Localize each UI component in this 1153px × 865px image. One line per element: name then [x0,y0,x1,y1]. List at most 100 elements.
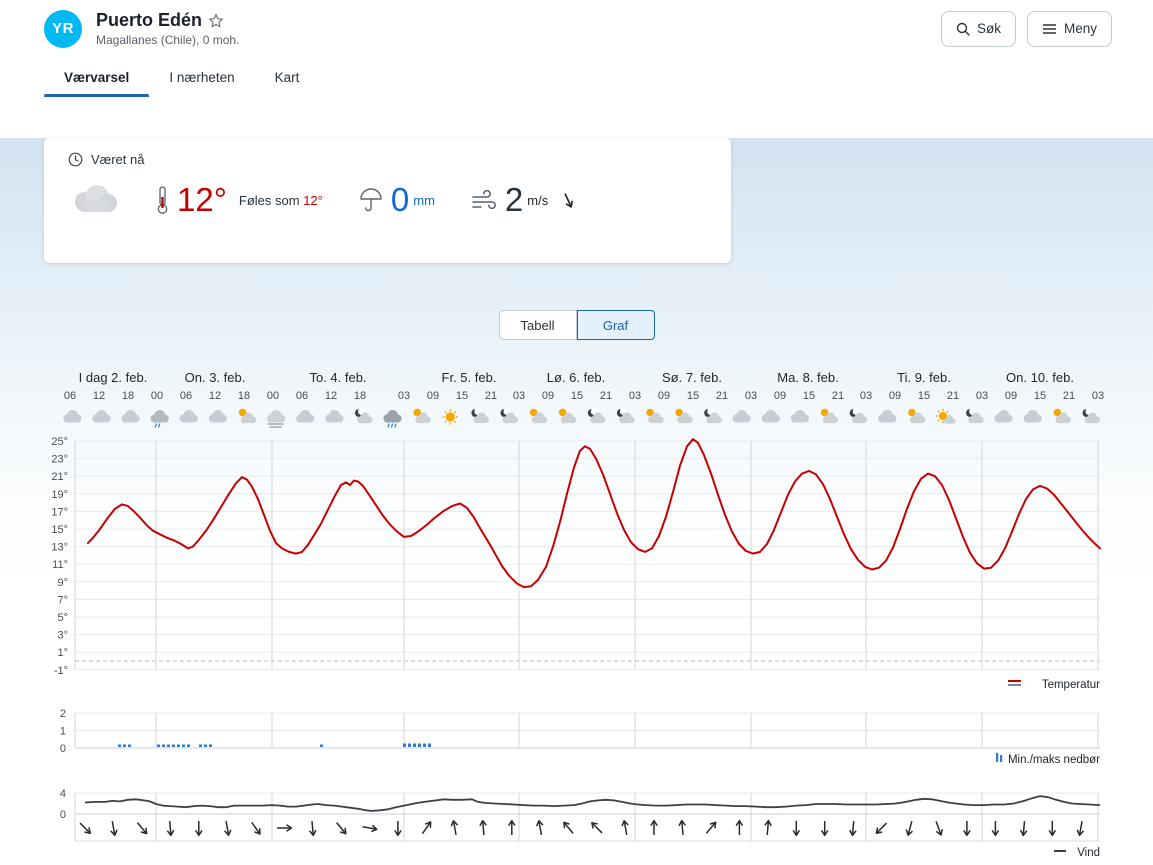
svg-text:Ma. 8. feb.: Ma. 8. feb. [777,370,838,385]
cloud-icon [878,410,897,423]
wind-direction-arrow [963,821,971,837]
temperature-curve [87,438,1101,589]
umbrella-icon [360,188,382,212]
menu-button-label: Meny [1063,21,1097,36]
sun-cloud-icon [1053,408,1071,424]
tab-i-naerheten[interactable]: I nærheten [169,69,235,85]
svg-text:12: 12 [209,390,221,402]
precipitation-bars [118,743,431,747]
svg-text:03: 03 [629,390,641,402]
day-labels: I dag 2. feb. On. 3. feb. To. 4. feb. Fr. 5… [79,370,1074,385]
svg-text:15: 15 [803,390,815,402]
clock-icon [68,152,83,167]
precipitation-legend [996,753,1003,762]
svg-text:0: 0 [60,809,66,821]
rain-icon [150,410,169,428]
svg-text:25°: 25° [51,436,68,448]
svg-text:18: 18 [354,390,366,402]
svg-text:09: 09 [658,390,670,402]
wind-direction-arrow [875,822,888,834]
svg-text:03: 03 [860,390,872,402]
svg-text:18: 18 [238,390,250,402]
svg-text:17°: 17° [51,506,68,518]
moon-cloud-icon [587,407,606,424]
location-subtitle: Magallanes (Chile), 0 moh. [96,33,240,47]
toggle-tabell-button[interactable]: Tabell [498,310,577,340]
svg-text:00: 00 [267,390,279,402]
svg-text:21: 21 [716,390,728,402]
view-toggle: Tabell Graf [498,310,655,340]
tab-kart[interactable]: Kart [274,69,300,85]
svg-text:On. 10. feb.: On. 10. feb. [1006,370,1074,385]
wind-direction-arrow [991,821,1000,837]
weather-icon-row [63,407,1101,428]
svg-text:09: 09 [889,390,901,402]
wind-direction-arrow [251,821,261,835]
svg-text:06: 06 [64,390,76,402]
wind-direction-arrow [705,821,717,834]
feels-like: Føles som 12° [238,192,323,208]
cloud-icon [994,410,1013,423]
svg-text:11°: 11° [52,559,68,571]
svg-text:21°: 21° [51,471,68,483]
wind-arrow-row [79,819,1085,837]
moon-cloud-icon [1082,407,1101,424]
wind-direction-arrow [79,822,91,834]
svg-text:1°: 1° [57,647,68,659]
wind-direction-arrow [735,819,744,835]
fog-icon [267,410,286,428]
wind-direction-arrow [764,819,772,836]
forecast-content: Været nå 12° Føles som 12° [0,138,1153,865]
meteogram: I dag 2. feb. On. 3. feb. To. 4. feb. Fr. 5… [0,365,1153,865]
svg-text:4: 4 [60,788,66,800]
svg-text:2: 2 [60,708,66,720]
svg-text:03: 03 [398,390,410,402]
toggle-graf-button[interactable]: Graf [576,310,655,340]
tab-vaervarsel[interactable]: Værvarsel [44,57,150,97]
sun-cloud-icon [675,408,693,424]
current-weather-card: Været nå 12° Føles som 12° [44,138,731,263]
svg-text:09: 09 [427,390,439,402]
sun-cloud-icon [238,408,257,424]
wind-direction-arrow [166,820,175,837]
search-button-label: Søk [976,21,1001,36]
cloud-icon [761,410,780,423]
wind-direction-arrow [591,822,603,834]
menu-button[interactable]: Meny [1026,10,1112,47]
svg-text:Min./maks nedbør: Min./maks nedbør [1008,754,1100,766]
wind-direction-arrow [362,824,378,833]
wind-direction-arrow-icon [564,193,574,208]
svg-text:9°: 9° [57,577,68,589]
wind-direction-arrow [849,820,857,837]
yr-logo[interactable]: YR [44,9,82,48]
wind-direction-arrow [1076,820,1085,837]
wind-direction-arrow [1048,821,1057,837]
feels-like-value: 12° [303,192,323,208]
moon-cloud-icon [704,407,722,424]
moon-cloud-icon [616,407,635,424]
sun-icon [442,409,458,425]
sun-cloud-icon [529,408,548,424]
search-button[interactable]: Søk [940,10,1016,47]
svg-text:15: 15 [918,390,930,402]
cloud-icon [732,410,751,423]
wind-direction-arrow [678,819,686,836]
svg-text:15°: 15° [51,524,68,536]
sun-burst-icon [936,409,956,424]
svg-text:Fr. 5. feb.: Fr. 5. feb. [442,370,497,385]
wind-gust-icon [472,189,496,210]
meteogram-svg: I dag 2. feb. On. 3. feb. To. 4. feb. Fr. 5… [51,370,1104,859]
search-icon [956,22,970,36]
wind-direction-arrow [535,819,544,836]
svg-text:18: 18 [122,390,134,402]
favorite-star-icon[interactable] [208,13,224,29]
sun-cloud-icon [558,408,577,424]
moon-cloud-icon [355,407,373,424]
svg-text:21: 21 [947,390,959,402]
wind-direction-arrow [621,819,629,836]
svg-text:0: 0 [60,743,66,755]
svg-text:1: 1 [60,726,66,738]
svg-text:Vind: Vind [1077,847,1100,859]
wind-direction-arrow [277,824,293,832]
wind-unit: m/s [527,192,549,208]
